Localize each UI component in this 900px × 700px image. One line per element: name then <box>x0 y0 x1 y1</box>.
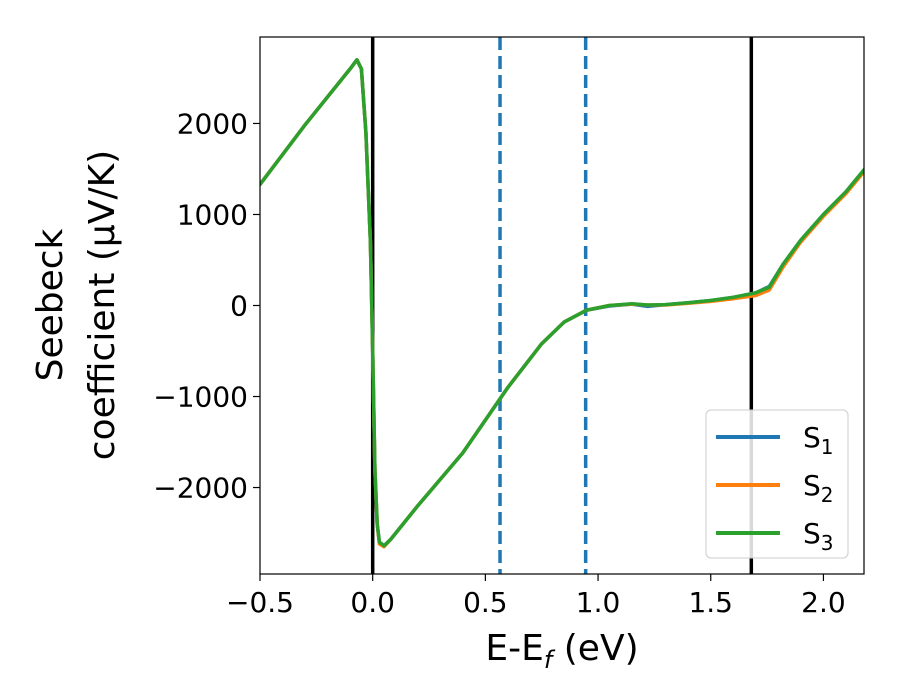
y-tick-label: 2000 <box>177 107 248 140</box>
x-tick-label: 0.0 <box>350 586 395 619</box>
y-tick-label: 0 <box>230 290 248 323</box>
y-axis-label-line2: coefficient (μV/K) <box>82 150 123 460</box>
x-tick-label: 1.5 <box>688 586 733 619</box>
x-tick-label: 2.0 <box>801 586 846 619</box>
legend-label-2: S2 <box>803 469 834 507</box>
x-axis-label: E-Ef (eV) <box>485 628 638 674</box>
x-tick-label: 0.5 <box>463 586 508 619</box>
y-tick-label: −1000 <box>153 381 248 414</box>
y-tick-label: −2000 <box>153 472 248 505</box>
y-axis-label-line1: Seebeck <box>30 228 71 381</box>
legend-label-1: S1 <box>803 421 834 459</box>
y-tick-label: 1000 <box>177 198 248 231</box>
x-tick-label: 1.0 <box>576 586 621 619</box>
legend: S1 S2 S3 <box>705 409 849 559</box>
plot-area <box>260 37 864 574</box>
legend-label-3: S3 <box>803 517 834 555</box>
series-line-3 <box>260 58 864 548</box>
y-axis-label: Seebeck coefficient (μV/K) <box>30 150 123 460</box>
x-tick-label: −0.5 <box>226 586 294 619</box>
axis-ticks: −0.5 0.0 0.5 1.0 1.5 2.0 −2000 −1000 0 1000 2000 <box>153 107 845 619</box>
